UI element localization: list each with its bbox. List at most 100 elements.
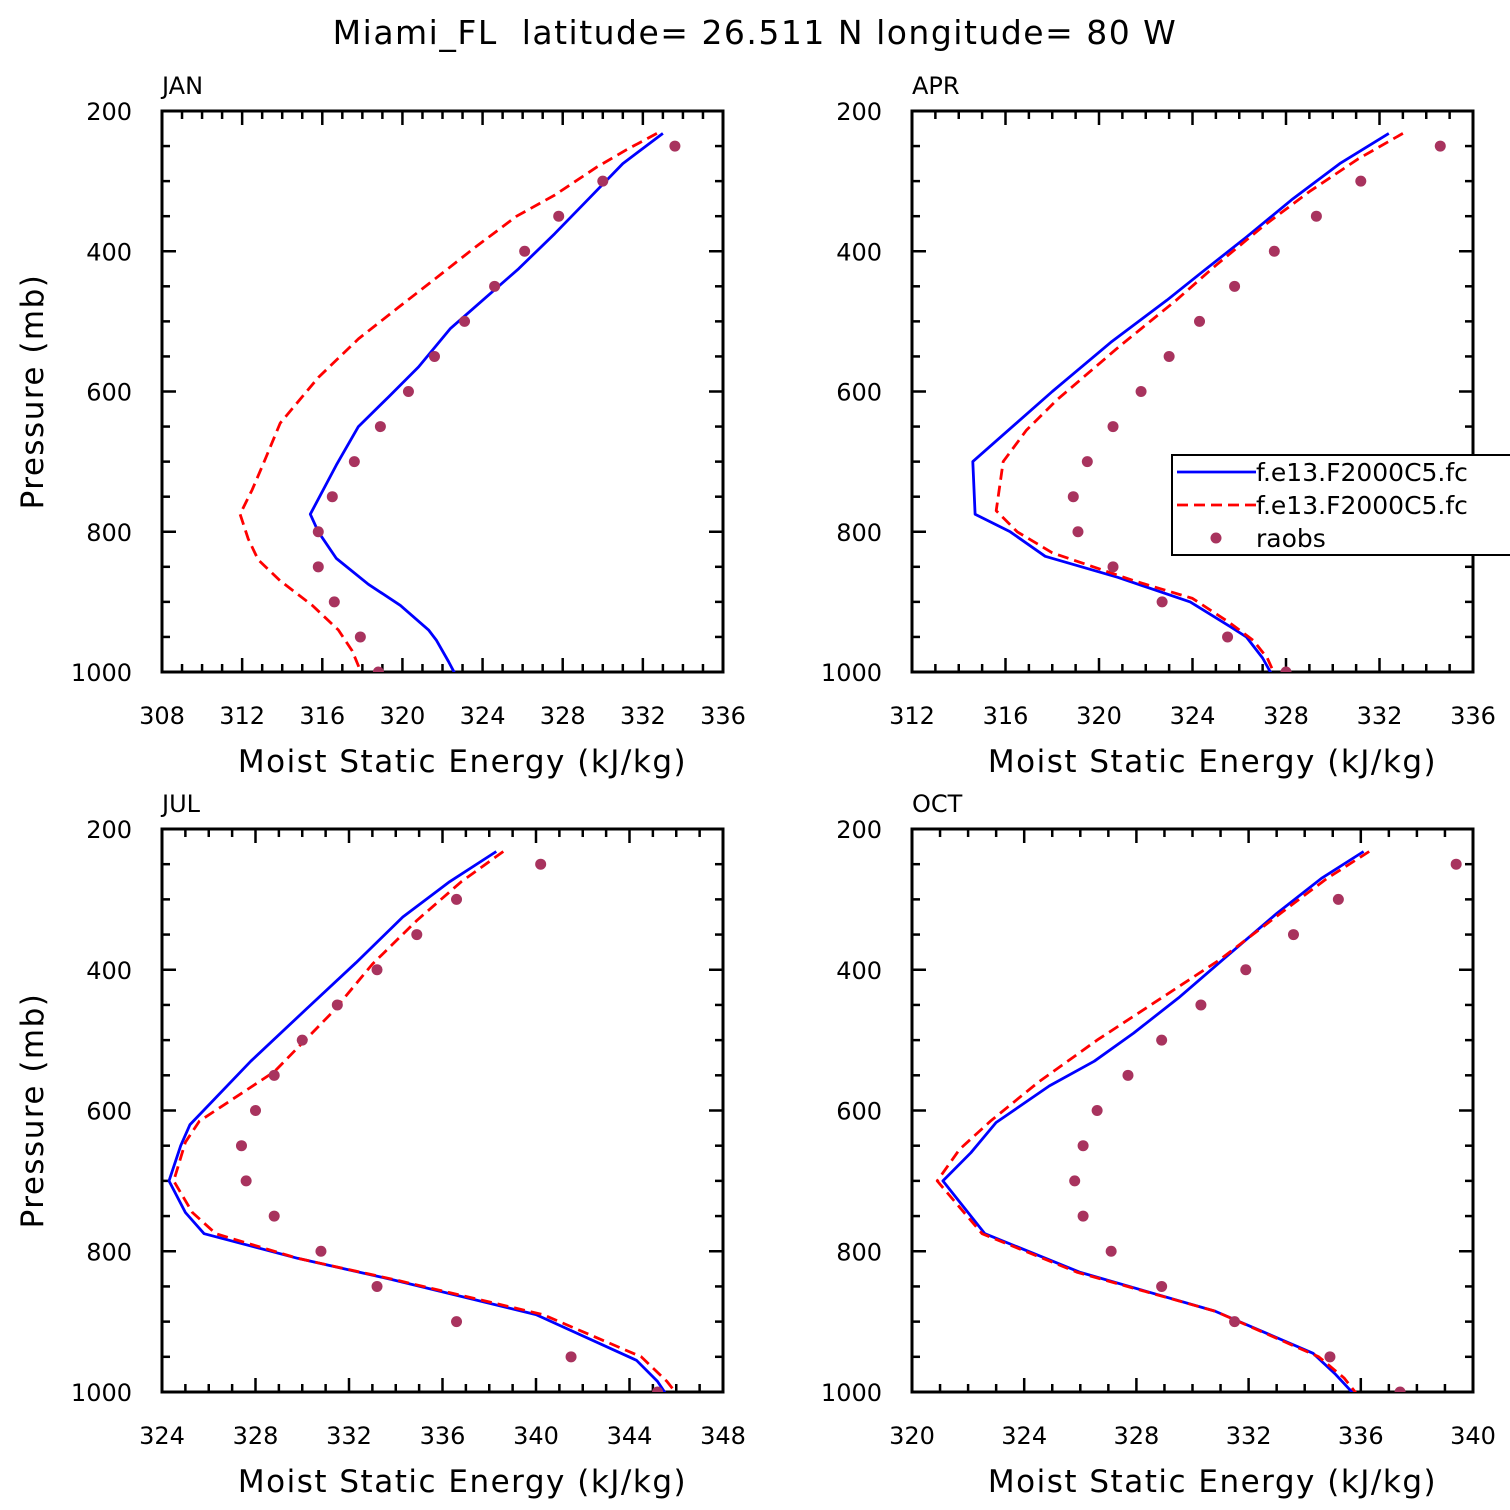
series-group [935,850,1462,1392]
raobs-marker [235,1140,247,1152]
raobs-marker [411,929,423,941]
legend: f.e13.F2000C5.fc f.e13.F2000C5.fc raobs [1171,454,1510,556]
raobs-marker [1450,858,1462,870]
raobs-marker [1072,526,1084,538]
raobs-marker [348,456,360,468]
y-tick-label: 200 [836,98,882,126]
x-tick-label: 336 [1450,702,1496,730]
raobs-marker [371,1280,383,1292]
raobs-marker [519,245,531,257]
raobs-marker [315,1245,327,1257]
y-tick-label: 800 [836,519,882,547]
plot-frame [160,109,725,674]
panel-jan: 308 312 316 320 324 328 332 336 200 400 600 800 1000… [15,72,746,780]
series-group [238,132,681,672]
raobs-marker [1107,421,1119,433]
series-group [167,850,678,1392]
x-tick-label: 328 [233,1422,279,1450]
x-tick-label: 348 [700,1422,746,1450]
x-tick-label: 328 [1113,1422,1159,1450]
legend-marker [1210,532,1222,544]
raobs-marker [565,1351,577,1363]
series-group [971,132,1446,672]
model-a-line [167,850,667,1392]
raobs-marker [296,1034,308,1046]
y-axis-title: Pressure (mb) [15,274,51,510]
plot-frame [910,827,1475,1394]
model-a-line [941,850,1365,1392]
raobs-marker [1163,350,1175,362]
raobs-marker [1105,1245,1117,1257]
raobs-marker [250,1105,261,1116]
raobs-marker [354,631,366,643]
y-tick-label: 1000 [71,1379,132,1407]
x-tick-label: 316 [983,702,1029,730]
x-tick-label: 316 [299,702,345,730]
raobs-marker [371,964,383,976]
panel-label: JAN [160,72,203,100]
x-tick-label: 340 [513,1422,559,1450]
raobs-marker [1229,280,1241,292]
raobs-marker [1240,964,1252,976]
x-tick-label: 336 [1338,1422,1384,1450]
panel-label: JUL [160,790,201,818]
panel-label: APR [912,72,960,100]
y-tick-label: 600 [86,379,132,407]
y-tick-label: 200 [86,98,132,126]
raobs-marker [1077,1210,1089,1222]
raobs-marker [669,140,681,152]
raobs-marker [1091,1105,1103,1116]
raobs-marker [535,858,547,870]
raobs-marker [1229,1316,1241,1328]
x-tick-label: 312 [889,702,935,730]
plot-frame [160,827,725,1394]
raobs-marker [553,210,565,222]
x-tick-label: 328 [540,702,586,730]
y-tick-label: 800 [836,1238,882,1266]
raobs-marker [1310,210,1322,222]
raobs-marker [1222,631,1234,643]
raobs-marker [1332,893,1344,905]
x-tick-label: 336 [420,1422,466,1450]
y-tick-label: 400 [836,238,882,266]
y-tick-label: 400 [836,957,882,985]
raobs-marker [1156,1280,1168,1292]
raobs-marker [374,421,386,433]
raobs-marker [1394,1386,1406,1392]
x-tick-label: 312 [219,702,265,730]
raobs-marker [1135,386,1147,397]
y-tick-label: 800 [86,519,132,547]
raobs-marker [268,1210,280,1222]
model-b-line [172,850,678,1392]
model-b-line [994,132,1404,672]
x-tick-label: 332 [1226,1422,1272,1450]
raobs-marker [1268,245,1280,257]
raobs-marker [268,1069,280,1081]
y-tick-label: 600 [86,1098,132,1126]
raobs-marker [402,386,414,397]
raobs-marker [1280,666,1292,672]
legend-label: f.e13.F2000C5.fc [1256,458,1468,487]
raobs-marker [652,1386,664,1392]
raobs-marker [240,1175,252,1187]
x-tick-label: 332 [620,702,666,730]
x-tick-label: 332 [326,1422,372,1450]
x-tick-label: 320 [889,1422,935,1450]
y-tick-label: 400 [86,238,132,266]
panel-apr: 312 316 320 324 328 332 336 200 400 600 800 1000 APR… [821,72,1496,780]
raobs-marker [1107,561,1119,573]
model-b-line [935,850,1370,1392]
raobs-marker [1156,1034,1168,1046]
x-axis-title: Moist Static Energy (kJ/kg) [238,1464,687,1500]
raobs-marker [1081,456,1093,468]
panel-jul: 324 328 332 336 340 344 348 200 400 600 800 1000 JUL… [15,790,746,1500]
raobs-marker [312,526,324,538]
panel-label: OCT [912,790,963,818]
model-b-line [238,132,658,672]
y-tick-label: 600 [836,379,882,407]
x-tick-label: 332 [1357,702,1403,730]
raobs-marker [1287,929,1299,941]
raobs-marker [451,893,463,905]
raobs-marker [1324,1351,1336,1363]
